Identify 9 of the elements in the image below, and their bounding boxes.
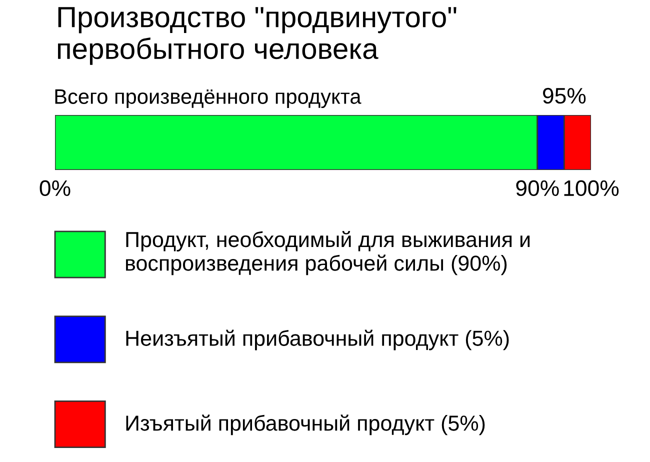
annotation: 95%	[543, 88, 586, 104]
legend-label: Продукт, необходимый для выживания и воспроизведения рабочей силы (90%)	[126, 231, 530, 276]
legend-label: Неизъятый прибавочный продукт (5%)	[126, 330, 509, 350]
legend-label: Изъятый прибавочный продукт (5%)	[126, 414, 485, 436]
x-tick-label: 0%	[40, 180, 70, 196]
x-tick-label: 90%	[516, 180, 559, 196]
y-tick-label: Всего произведённого продукта	[55, 89, 362, 108]
x-tick-label: 100%	[564, 180, 619, 196]
chart-title: Производство "продвинутого" первобытного человека	[58, 7, 456, 65]
